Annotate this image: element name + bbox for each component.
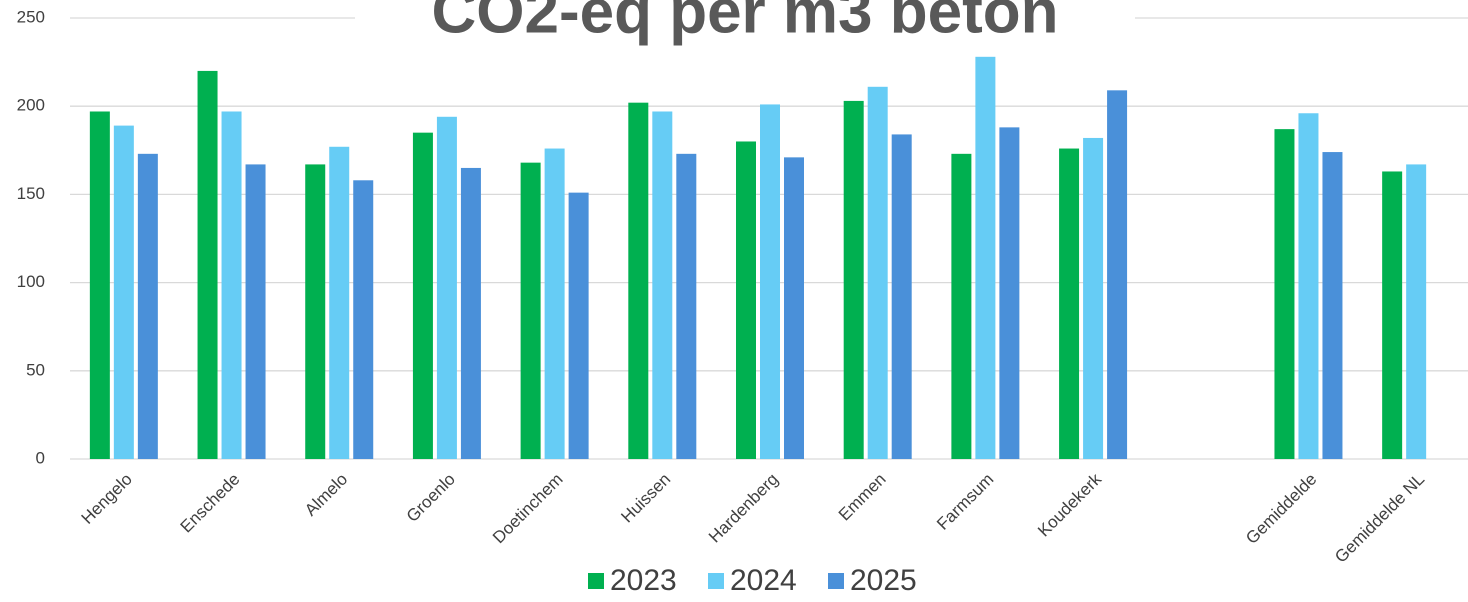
bar bbox=[197, 70, 218, 460]
bar bbox=[245, 164, 266, 460]
legend-label: 2025 bbox=[850, 564, 917, 597]
x-tick-label: Almelo bbox=[301, 470, 351, 520]
bar bbox=[353, 180, 374, 459]
bar bbox=[628, 102, 649, 459]
bar bbox=[412, 132, 433, 459]
bar bbox=[329, 146, 350, 459]
y-tick-label: 50 bbox=[26, 360, 45, 379]
bar bbox=[568, 192, 589, 460]
x-tick-label: Gemiddelde bbox=[1242, 470, 1320, 548]
x-tick-label: Huissen bbox=[617, 470, 674, 527]
x-tick-label: Doetinchem bbox=[489, 470, 567, 548]
y-tick-label: 150 bbox=[17, 184, 45, 203]
bar bbox=[1298, 113, 1319, 460]
bar bbox=[1406, 164, 1427, 460]
bar bbox=[305, 164, 326, 460]
x-tick-label: Groenlo bbox=[403, 470, 459, 526]
bar bbox=[137, 153, 158, 459]
bar bbox=[760, 104, 780, 459]
legend-swatch bbox=[708, 573, 724, 589]
x-tick-label: Hengelo bbox=[78, 470, 136, 528]
bar bbox=[891, 134, 912, 459]
y-tick-label: 0 bbox=[36, 448, 45, 467]
bar bbox=[843, 100, 864, 460]
y-tick-label: 100 bbox=[17, 272, 45, 291]
x-tick-label: Hardenberg bbox=[705, 470, 782, 547]
bar bbox=[544, 148, 565, 459]
y-tick-label: 200 bbox=[17, 96, 45, 115]
legend-label: 2024 bbox=[730, 564, 797, 597]
bar bbox=[736, 141, 756, 460]
x-tick-label: Enschede bbox=[177, 470, 244, 537]
bar bbox=[975, 56, 996, 460]
bar bbox=[1107, 90, 1128, 459]
bar bbox=[1382, 171, 1403, 459]
bar bbox=[784, 157, 804, 459]
bar bbox=[1322, 152, 1343, 459]
legend-swatch bbox=[828, 573, 844, 589]
bar bbox=[520, 162, 541, 459]
bar bbox=[867, 86, 888, 460]
x-tick-label: Koudekerk bbox=[1034, 469, 1105, 540]
bar bbox=[1083, 137, 1104, 459]
legend-label: 2023 bbox=[610, 564, 677, 597]
x-tick-label: Gemiddelde NL bbox=[1331, 470, 1428, 567]
bar bbox=[460, 167, 481, 459]
legend-swatch bbox=[588, 573, 604, 589]
x-tick-label: Farmsum bbox=[933, 470, 997, 534]
bar bbox=[676, 153, 697, 459]
x-tick-label: Emmen bbox=[835, 470, 890, 525]
bar bbox=[1059, 148, 1080, 459]
bar bbox=[652, 111, 673, 459]
chart-title: CO2-eq per m3 beton bbox=[432, 0, 1059, 46]
bar bbox=[113, 125, 134, 459]
bar bbox=[999, 127, 1020, 460]
bar bbox=[1274, 129, 1295, 459]
bar bbox=[89, 111, 110, 459]
y-tick-label: 250 bbox=[17, 7, 45, 26]
title-background bbox=[355, 0, 1135, 48]
bar bbox=[436, 116, 457, 459]
bar bbox=[221, 111, 242, 459]
bar bbox=[951, 153, 972, 459]
